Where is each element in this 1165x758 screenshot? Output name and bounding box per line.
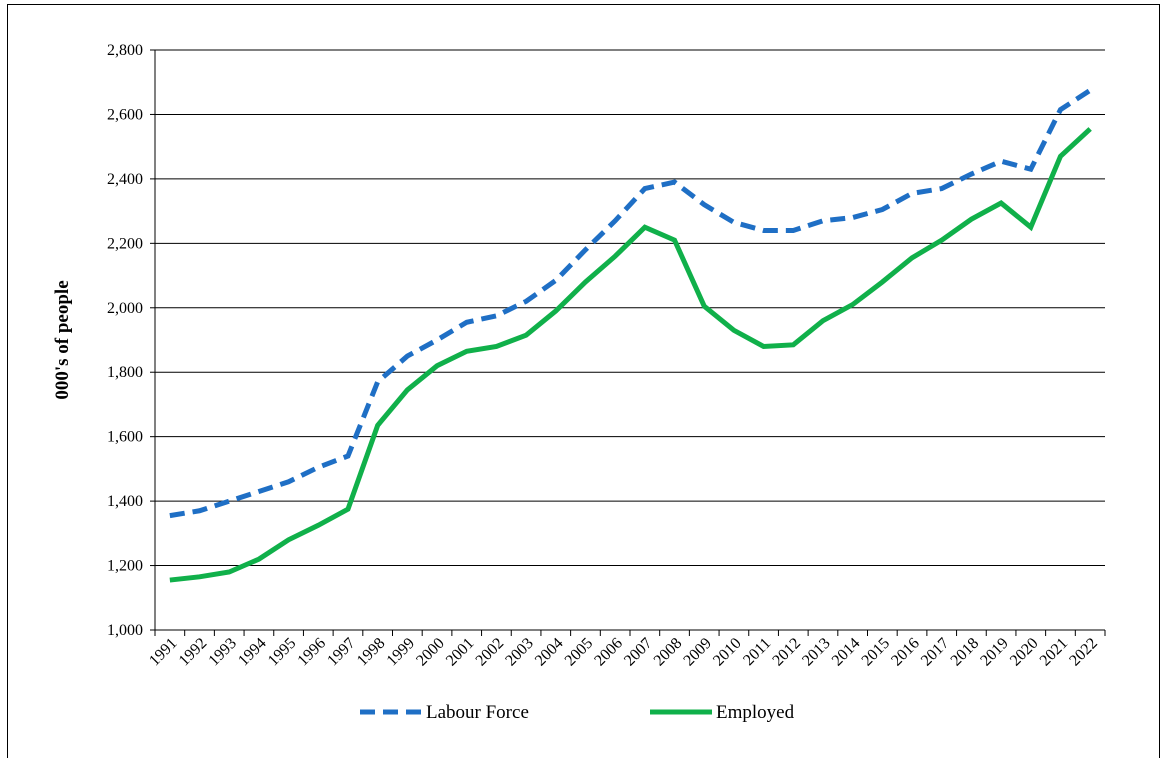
y-tick-label: 1,200 <box>107 558 143 575</box>
y-tick-label: 2,200 <box>107 235 143 252</box>
y-tick-label: 1,800 <box>107 364 143 381</box>
x-tick-label: 1998 <box>354 635 389 670</box>
x-tick-label: 2021 <box>1037 635 1072 670</box>
x-tick-label: 2010 <box>710 635 745 670</box>
x-tick-label: 2016 <box>888 635 923 670</box>
x-tick-label: 1995 <box>265 635 300 670</box>
y-tick-label: 1,400 <box>107 493 143 510</box>
x-tick-label: 2012 <box>769 635 804 670</box>
x-tick-label: 1991 <box>146 635 181 670</box>
y-tick-label: 2,400 <box>107 171 143 188</box>
x-tick-label: 2022 <box>1066 635 1101 670</box>
line-series <box>169 127 1092 583</box>
x-tick-label: 2000 <box>413 635 448 670</box>
x-tick-label: 2005 <box>562 635 597 670</box>
x-tick-label: 2009 <box>680 635 715 670</box>
x-tick-label: 2004 <box>532 635 567 670</box>
x-tick-label: 1997 <box>324 635 359 670</box>
x-tick-label: 1994 <box>235 635 270 670</box>
x-tick-label: 2019 <box>977 635 1012 670</box>
x-tick-label: 1996 <box>294 635 329 670</box>
y-tick-label: 1,600 <box>107 429 143 446</box>
legend-label: Labour Force <box>426 702 529 723</box>
x-tick-label: 2006 <box>591 635 626 670</box>
y-tick-label: 2,600 <box>107 106 143 123</box>
y-axis-title: 000's of people <box>52 280 73 399</box>
x-tick-label: 2014 <box>829 635 864 670</box>
x-tick-label: 2020 <box>1007 635 1042 670</box>
x-tick-label: 2008 <box>651 635 686 670</box>
x-tick-label: 2015 <box>859 635 894 670</box>
legend-label: Employed <box>716 702 795 723</box>
x-tick-label: 2001 <box>443 635 478 670</box>
y-tick-label: 2,000 <box>107 300 143 317</box>
x-tick-label: 1993 <box>205 635 240 670</box>
x-tick-label: 2007 <box>621 635 656 670</box>
y-tick-label: 2,800 <box>107 42 143 59</box>
x-tick-label: 2013 <box>799 635 834 670</box>
x-tick-label: 2003 <box>502 635 537 670</box>
x-tick-label: 2011 <box>740 635 774 669</box>
x-tick-label: 2017 <box>918 635 953 670</box>
x-tick-label: 1992 <box>176 635 211 670</box>
x-tick-label: 2018 <box>948 635 983 670</box>
y-tick-label: 1,000 <box>107 622 143 639</box>
line-series <box>169 88 1092 519</box>
x-tick-label: 2002 <box>473 635 508 670</box>
x-tick-label: 1999 <box>384 635 419 670</box>
frame <box>7 4 1160 758</box>
